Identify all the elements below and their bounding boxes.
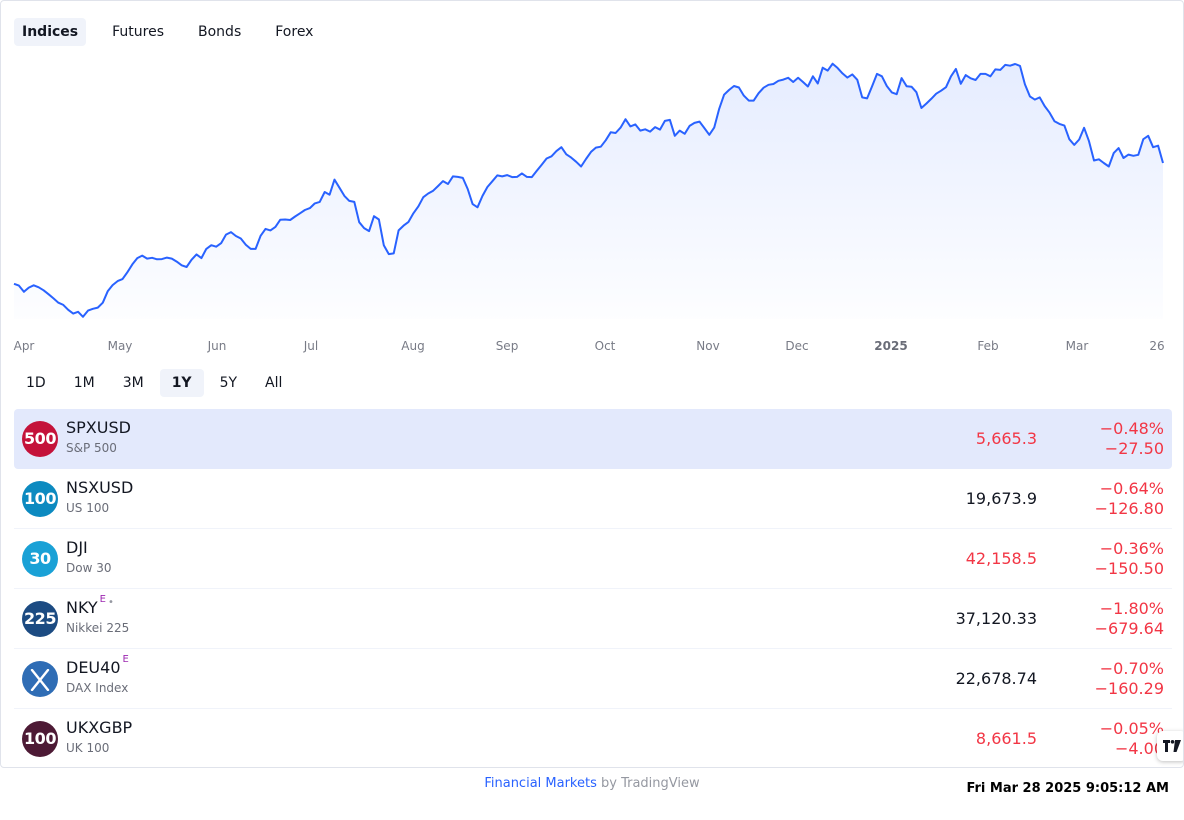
range-3m[interactable]: 3M [122,375,144,391]
change-percent: −0.70% [1099,659,1164,678]
x-tick-label: 26 [1149,339,1164,353]
symbol-description: UK 100 [66,741,110,755]
tab-futures[interactable]: Futures [112,24,165,40]
range-1m[interactable]: 1M [73,375,95,391]
ticker-text: DJI [66,538,88,557]
range-1y[interactable]: 1Y [159,369,204,397]
last-price: 19,673.9 [965,489,1037,508]
change-percent: −1.80% [1099,599,1164,618]
ticker-text: DEU40 [66,658,121,677]
market-status-dot: • [108,597,114,608]
symbol-ticker: UKXGBP [66,718,132,737]
exchange-badge: E [122,654,129,665]
x-tick-label: Aug [401,339,424,353]
symbol-logo-icon: 225 [22,601,58,637]
symbol-logo-icon: 500 [22,421,58,457]
last-price: 5,665.3 [975,429,1037,448]
change-absolute: −4.00 [1114,739,1164,758]
last-price: 22,678.74 [955,669,1037,688]
tab-indices[interactable]: Indices [14,18,87,46]
ticker-text: UKXGBP [66,718,133,737]
symbol-description: DAX Index [66,681,129,695]
range-1d[interactable]: 1D [26,375,46,391]
exchange-badge: E [99,594,106,605]
x-tick-label: Nov [696,339,719,353]
ticker-text: SPXUSD [66,418,131,437]
change-percent: −0.48% [1099,419,1164,438]
market-tabs: Indices Futures Bonds Forex [14,18,339,46]
symbol-ticker: SPXUSD [66,418,131,437]
change-percent: −0.64% [1099,479,1164,498]
dax-x-icon [22,661,58,697]
footer-attribution: Financial Markets by TradingView [0,776,1184,791]
symbol-logo-icon: 30 [22,541,58,577]
change-block: −0.48% −27.50 [1100,419,1164,459]
x-tick-label: Dec [785,339,808,353]
symbol-description: Dow 30 [66,561,112,575]
x-tick-label: Apr [14,339,35,353]
change-block: −0.05% −4.00 [1100,719,1164,759]
area-fill [14,63,1163,320]
change-block: −0.64% −126.80 [1095,479,1164,519]
change-block: −1.80% −679.64 [1095,599,1164,639]
symbol-ticker: NKY E • [66,594,114,617]
symbol-row-dji[interactable]: 30 DJI Dow 30 42,158.5 −0.36% −150.50 [14,529,1172,589]
symbol-row-nky[interactable]: 225 NKY E • Nikkei 225 37,120.33 −1.80% −679.64 [14,589,1172,649]
financial-markets-link[interactable]: Financial Markets [484,776,597,791]
change-absolute: −160.29 [1094,679,1164,698]
symbol-description: S&P 500 [66,441,117,455]
change-absolute: −27.50 [1104,439,1164,458]
symbol-description: US 100 [66,501,110,515]
x-tick-label: Jul [303,339,318,353]
change-absolute: −150.50 [1094,559,1164,578]
symbol-logo-icon: 100 [22,721,58,757]
x-tick-label: Jun [207,339,227,353]
last-price: 42,158.5 [965,549,1037,568]
x-tick-label: 2025 [874,339,907,353]
last-price: 37,120.33 [955,609,1037,628]
range-5y[interactable]: 5Y [219,375,238,391]
change-absolute: −679.64 [1094,619,1164,638]
ticker-text: NSXUSD [66,478,134,497]
symbol-list: 500 SPXUSD S&P 500 5,665.3 −0.48% −27.50 100 NS… [14,409,1172,767]
clock-readout: Fri Mar 28 2025 9:05:12 AM [966,781,1169,796]
tab-bonds[interactable]: Bonds [198,24,242,40]
range-all[interactable]: All [265,375,283,391]
tradingview-logo-icon[interactable] [1157,731,1183,761]
symbol-row-ukxgbp[interactable]: 100 UKXGBP UK 100 8,661.5 −0.05% −4.00 [14,709,1172,767]
symbol-row-nsxusd[interactable]: 100 NSXUSD US 100 19,673.9 −0.64% −126.80 [14,469,1172,529]
x-tick-label: Oct [595,339,616,353]
range-selector: 1D 1M 3M 1Y 5Y All [14,369,298,397]
market-overview-widget: Indices Futures Bonds Forex Apr May Jun Jul Aug… [0,0,1184,768]
x-tick-label: Mar [1066,339,1089,353]
symbol-row-deu40[interactable]: DEU40 E DAX Index 22,678.74 −0.70% −160.29 [14,649,1172,709]
symbol-logo-icon: 100 [22,481,58,517]
ticker-text: NKY [66,598,98,617]
symbol-description: Nikkei 225 [66,621,130,635]
x-tick-label: May [108,339,133,353]
by-tradingview-text: by TradingView [596,776,700,791]
change-percent: −0.05% [1099,719,1164,738]
change-block: −0.70% −160.29 [1095,659,1164,699]
x-tick-label: Feb [977,339,998,353]
index-chart[interactable]: Apr May Jun Jul Aug Sep Oct Nov Dec 2025 Feb Mar 26 [1,51,1184,361]
symbol-row-spxusd[interactable]: 500 SPXUSD S&P 500 5,665.3 −0.48% −27.50 [14,409,1172,469]
change-block: −0.36% −150.50 [1095,539,1164,579]
series-line [13,62,1164,318]
tab-forex[interactable]: Forex [275,24,314,40]
change-percent: −0.36% [1099,539,1164,558]
symbol-ticker: DJI [66,538,88,557]
symbol-ticker: NSXUSD [66,478,133,497]
change-absolute: −126.80 [1094,499,1164,518]
last-price: 8,661.5 [975,729,1037,748]
symbol-ticker: DEU40 E [66,654,129,677]
x-tick-label: Sep [496,339,519,353]
